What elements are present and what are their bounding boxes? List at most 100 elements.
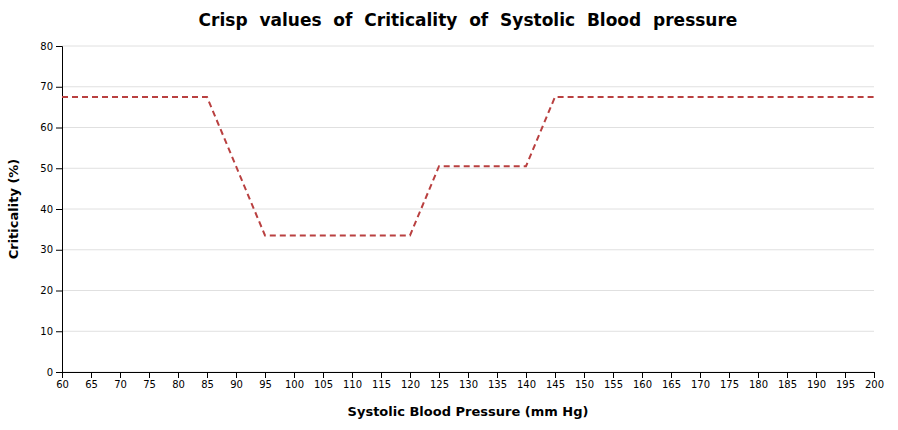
x-tick: 75 (143, 372, 156, 390)
y-tick-label: 50 (40, 163, 53, 174)
x-tick: 200 (865, 372, 884, 390)
x-tick-mark (381, 372, 382, 378)
x-tick-label: 135 (488, 379, 507, 390)
x-tick: 130 (459, 372, 478, 390)
x-tick-label: 60 (56, 379, 69, 390)
x-tick-label: 190 (807, 379, 826, 390)
x-tick: 105 (314, 372, 333, 390)
y-tick: 0 (47, 367, 62, 378)
y-grid-line (62, 127, 874, 128)
y-tick-mark (56, 128, 62, 129)
y-tick-mark (56, 331, 62, 332)
y-tick-label: 70 (40, 81, 53, 92)
y-tick-mark (56, 372, 62, 373)
x-tick: 145 (546, 372, 565, 390)
marks (62, 97, 874, 236)
x-tick: 115 (372, 372, 391, 390)
x-tick-label: 170 (691, 379, 710, 390)
y-tick-mark (56, 291, 62, 292)
x-tick: 95 (259, 372, 272, 390)
x-tick: 135 (488, 372, 507, 390)
x-tick-label: 140 (517, 379, 536, 390)
x-tick-mark (526, 372, 527, 378)
x-tick-label: 85 (201, 379, 214, 390)
x-axis: 6065707580859095100105110115120125130135… (56, 372, 884, 390)
y-grid-line (62, 46, 874, 47)
x-tick-label: 145 (546, 379, 565, 390)
y-tick-mark (56, 250, 62, 251)
x-tick-label: 70 (114, 379, 127, 390)
x-tick-mark (265, 372, 266, 378)
y-tick: 10 (40, 326, 62, 337)
x-tick-mark (149, 372, 150, 378)
grid (62, 46, 874, 372)
x-tick-label: 150 (575, 379, 594, 390)
x-tick: 125 (430, 372, 449, 390)
y-tick: 80 (40, 41, 62, 52)
x-tick-mark (120, 372, 121, 378)
x-tick-label: 175 (720, 379, 739, 390)
x-tick: 85 (201, 372, 214, 390)
x-tick: 65 (85, 372, 98, 390)
x-tick: 195 (836, 372, 855, 390)
x-tick-label: 120 (401, 379, 420, 390)
x-tick-mark (613, 372, 614, 378)
x-tick-mark (207, 372, 208, 378)
x-tick-mark (410, 372, 411, 378)
y-grid-line (62, 249, 874, 250)
y-tick: 60 (40, 122, 62, 133)
y-axis-label: Criticality (%) (6, 159, 21, 260)
x-tick: 165 (662, 372, 681, 390)
y-tick-mark (56, 46, 62, 47)
x-tick: 175 (720, 372, 739, 390)
x-tick: 140 (517, 372, 536, 390)
x-tick-label: 110 (343, 379, 362, 390)
y-tick-mark (56, 87, 62, 88)
x-tick-mark (758, 372, 759, 378)
x-tick-label: 95 (259, 379, 272, 390)
x-tick-mark (91, 372, 92, 378)
x-tick-mark (845, 372, 846, 378)
x-tick: 180 (749, 372, 768, 390)
y-tick-label: 20 (40, 285, 53, 296)
y-tick-mark (56, 209, 62, 210)
x-tick-mark (352, 372, 353, 378)
x-tick-label: 155 (604, 379, 623, 390)
y-tick-label: 30 (40, 244, 53, 255)
y-grid-line (62, 290, 874, 291)
x-tick-mark (323, 372, 324, 378)
x-tick-mark (555, 372, 556, 378)
y-tick: 50 (40, 163, 62, 174)
x-tick: 100 (285, 372, 304, 390)
x-tick: 90 (230, 372, 243, 390)
x-tick-label: 200 (865, 379, 884, 390)
y-tick: 40 (40, 204, 62, 215)
x-axis-line (63, 373, 875, 379)
y-tick: 20 (40, 285, 62, 296)
x-tick-mark (178, 372, 179, 378)
x-tick-label: 180 (749, 379, 768, 390)
x-tick-mark (729, 372, 730, 378)
y-grid-line (62, 209, 874, 210)
x-axis-label: Systolic Blood Pressure (mm Hg) (348, 404, 589, 419)
y-tick: 70 (40, 81, 62, 92)
x-tick-label: 65 (85, 379, 98, 390)
x-tick-mark (816, 372, 817, 378)
y-tick-label: 10 (40, 326, 53, 337)
x-tick: 185 (778, 372, 797, 390)
x-tick-label: 185 (778, 379, 797, 390)
x-tick: 170 (691, 372, 710, 390)
x-tick-label: 130 (459, 379, 478, 390)
y-tick-label: 40 (40, 204, 53, 215)
x-tick: 120 (401, 372, 420, 390)
x-tick: 160 (633, 372, 652, 390)
y-tick: 30 (40, 244, 62, 255)
x-tick-label: 195 (836, 379, 855, 390)
y-axis: 0 10 20 30 40 50 60 70 80 (40, 41, 62, 378)
chart: 6065707580859095100105110115120125130135… (0, 0, 898, 430)
title: Crisp values of Criticality of Systolic … (199, 10, 738, 30)
y-grid-line (62, 168, 874, 169)
x-tick-mark (439, 372, 440, 378)
line (62, 97, 874, 236)
x-tick-mark (584, 372, 585, 378)
